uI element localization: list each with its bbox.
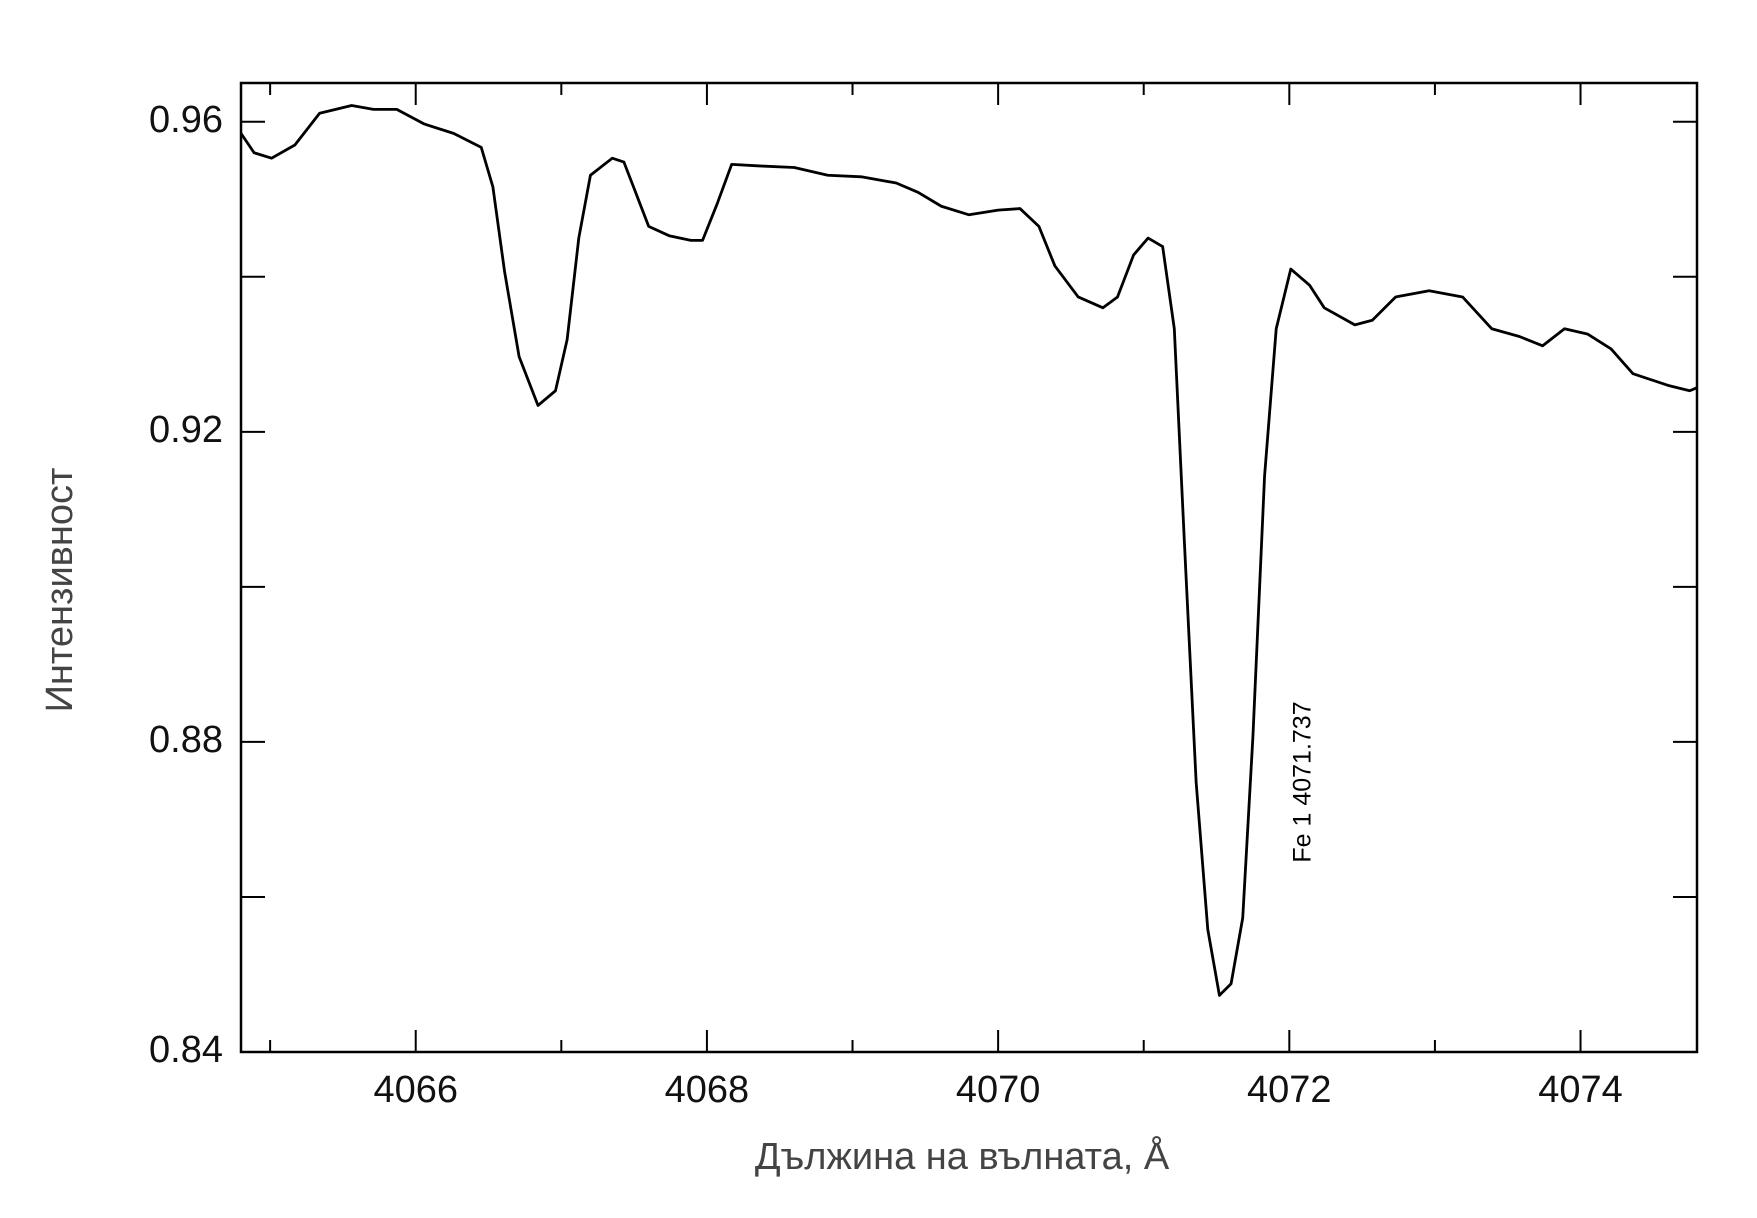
y-tick-label: 0.92	[149, 409, 223, 451]
x-tick-label: 4070	[956, 1069, 1041, 1111]
y-axis-label: Интензивност	[39, 468, 81, 713]
x-axis-label: Дължина на вълната, Å	[755, 1134, 1170, 1178]
annotation: Fe 1 4071.737	[1289, 701, 1317, 862]
x-tick-label: 4068	[665, 1069, 750, 1111]
y-tick-label: 0.88	[149, 719, 223, 761]
y-tick-label: 0.84	[149, 1029, 223, 1071]
plot-frame	[239, 81, 1699, 1054]
x-tick-label: 4066	[373, 1069, 458, 1111]
y-tick-label: 0.96	[149, 99, 223, 141]
spectrum-line	[239, 104, 1698, 997]
x-tick-label: 4072	[1247, 1069, 1332, 1111]
x-tick-label: 4074	[1538, 1069, 1623, 1111]
